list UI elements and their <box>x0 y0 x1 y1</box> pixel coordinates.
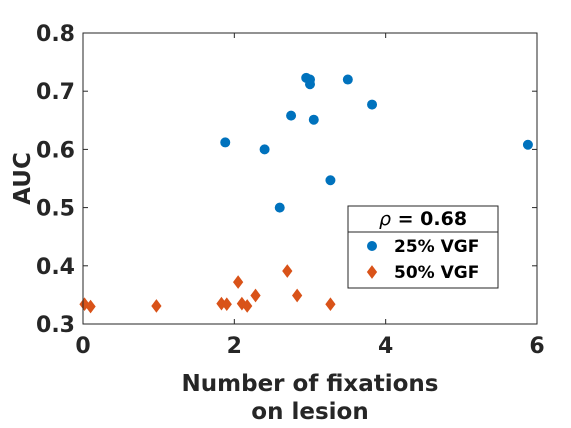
x-tick-label: 6 <box>529 334 544 359</box>
y-tick-label: 0.3 <box>36 313 75 338</box>
data-point <box>367 99 378 110</box>
data-point <box>274 202 285 213</box>
x-tick-label: 2 <box>227 334 242 359</box>
legend-marker-25-vgf <box>367 241 377 251</box>
legend-marker-50-vgf <box>366 265 378 279</box>
y-tick-label: 0.4 <box>36 255 75 280</box>
y-axis-label: AUC <box>10 152 36 205</box>
data-point <box>151 299 162 313</box>
data-point <box>342 74 353 85</box>
y-tick-label: 0.7 <box>36 80 75 105</box>
tick-labels: 0 2 4 6 0.3 0.4 0.5 0.6 0.7 0.8 <box>36 22 545 359</box>
y-tick-label: 0.5 <box>36 197 75 222</box>
data-point <box>305 79 315 90</box>
x-tick-label: 4 <box>378 334 393 359</box>
series-50-vgf <box>79 264 336 314</box>
data-point <box>259 144 270 155</box>
data-marks <box>79 72 533 314</box>
legend-title: ρ = 0.68 <box>379 208 467 230</box>
data-point <box>292 288 303 303</box>
axes <box>82 32 538 325</box>
data-point <box>286 110 297 121</box>
data-point <box>250 288 261 303</box>
data-point <box>232 275 244 289</box>
data-point <box>85 299 96 314</box>
data-point <box>221 297 232 312</box>
x-axis-label-line-1: Number of fixations <box>182 371 439 397</box>
x-tick-label: 0 <box>75 334 90 359</box>
x-axis-label-line-2: on lesion <box>251 399 368 425</box>
data-point <box>522 139 533 150</box>
legend-label-50-vgf: 50% VGF <box>394 263 479 283</box>
data-point <box>220 137 231 148</box>
legend-label-25-vgf: 25% VGF <box>394 237 479 257</box>
data-point <box>282 264 293 278</box>
data-point <box>325 175 336 186</box>
data-point <box>325 297 336 312</box>
y-tick-label: 0.8 <box>36 22 75 47</box>
legend: ρ = 0.68 25% VGF 50% VGF <box>347 205 499 289</box>
y-tick-label: 0.6 <box>36 138 75 163</box>
data-point <box>242 299 253 313</box>
axes-box <box>82 32 538 325</box>
rho-value: = 0.68 <box>391 208 467 230</box>
rho-symbol: ρ <box>379 208 391 230</box>
series-25-vgf <box>220 72 533 213</box>
data-point <box>308 114 319 125</box>
